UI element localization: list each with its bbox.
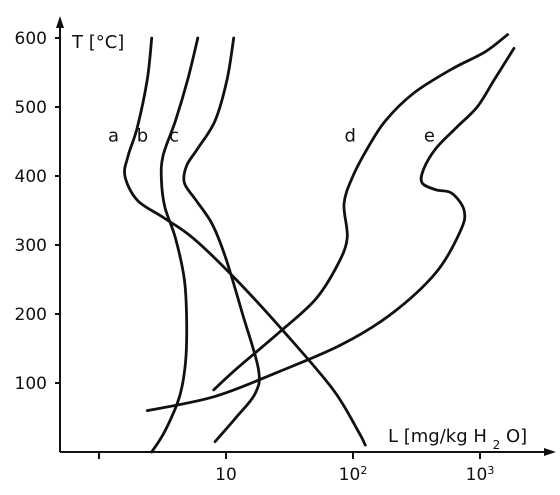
curve-e (145, 46, 516, 412)
y-tick-label: 200 (15, 305, 47, 325)
curve-label-d: d (344, 126, 355, 147)
y-axis-arrow (56, 16, 64, 28)
curve-a (123, 36, 367, 447)
x-tick-label: 10 (215, 465, 237, 485)
y-tick-label: 600 (15, 29, 47, 49)
curve-label-e: e (424, 126, 435, 147)
curve-c (182, 36, 261, 444)
curve-label-b: b (137, 126, 148, 147)
y-tick-label: 100 (15, 374, 47, 394)
x-tick-label-base: 10 (215, 465, 237, 485)
curve-label-a: a (108, 126, 119, 147)
x-axis-title: L [mg/kg H 2 O] (388, 426, 527, 452)
x-tick-label: 103 (466, 464, 495, 486)
x-tick-label-base: 10 (339, 465, 361, 485)
y-axis-title: T [°C] (71, 32, 124, 53)
y-tick-label: 500 (15, 98, 47, 118)
curve-d (212, 33, 510, 392)
x-tick-label-base: 10 (466, 465, 488, 485)
x-axis-title-prefix: L [mg/kg H (388, 426, 487, 447)
y-tick-label: 300 (15, 236, 47, 256)
y-tick-label: 400 (15, 167, 47, 187)
curve-label-c: c (169, 126, 179, 147)
x-axis-arrow (544, 448, 556, 456)
x-axis-title-subscript: 2 (493, 438, 501, 452)
x-tick-label: 102 (339, 464, 368, 486)
x-tick-label-exponent: 2 (360, 464, 367, 477)
x-axis-title-suffix: O] (506, 426, 527, 447)
curve-b (150, 36, 200, 454)
x-tick-label-exponent: 3 (487, 464, 494, 477)
curves (123, 33, 516, 454)
